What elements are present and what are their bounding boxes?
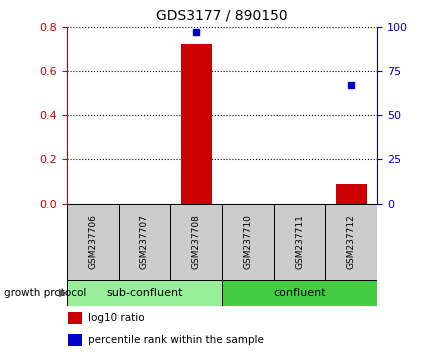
Text: GSM237711: GSM237711 — [295, 214, 303, 269]
Text: GSM237712: GSM237712 — [346, 214, 355, 269]
Text: percentile rank within the sample: percentile rank within the sample — [88, 335, 264, 345]
Bar — [68, 312, 82, 324]
Bar — [180, 44, 211, 204]
Text: GSM237710: GSM237710 — [243, 214, 252, 269]
FancyBboxPatch shape — [325, 204, 376, 280]
Text: confluent: confluent — [273, 288, 325, 298]
FancyBboxPatch shape — [118, 204, 170, 280]
Text: GSM237708: GSM237708 — [191, 214, 200, 269]
FancyBboxPatch shape — [273, 204, 325, 280]
Title: GDS3177 / 890150: GDS3177 / 890150 — [156, 8, 287, 23]
FancyBboxPatch shape — [67, 280, 221, 306]
FancyBboxPatch shape — [221, 280, 376, 306]
Text: sub-confluent: sub-confluent — [106, 288, 182, 298]
Text: log10 ratio: log10 ratio — [88, 313, 144, 323]
Bar — [335, 184, 366, 204]
Bar — [68, 333, 82, 346]
FancyBboxPatch shape — [67, 204, 118, 280]
FancyBboxPatch shape — [170, 204, 221, 280]
Text: growth protocol: growth protocol — [4, 288, 86, 298]
FancyBboxPatch shape — [221, 204, 273, 280]
Text: GSM237707: GSM237707 — [140, 214, 148, 269]
Text: ▶: ▶ — [59, 288, 68, 298]
Text: GSM237706: GSM237706 — [88, 214, 97, 269]
